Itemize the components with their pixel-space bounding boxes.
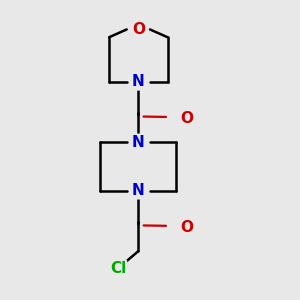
Text: N: N — [132, 135, 145, 150]
Text: O: O — [180, 111, 193, 126]
Text: O: O — [180, 220, 193, 235]
Text: O: O — [132, 22, 145, 37]
Text: N: N — [132, 74, 145, 89]
Text: N: N — [132, 183, 145, 198]
Text: Cl: Cl — [110, 261, 126, 276]
